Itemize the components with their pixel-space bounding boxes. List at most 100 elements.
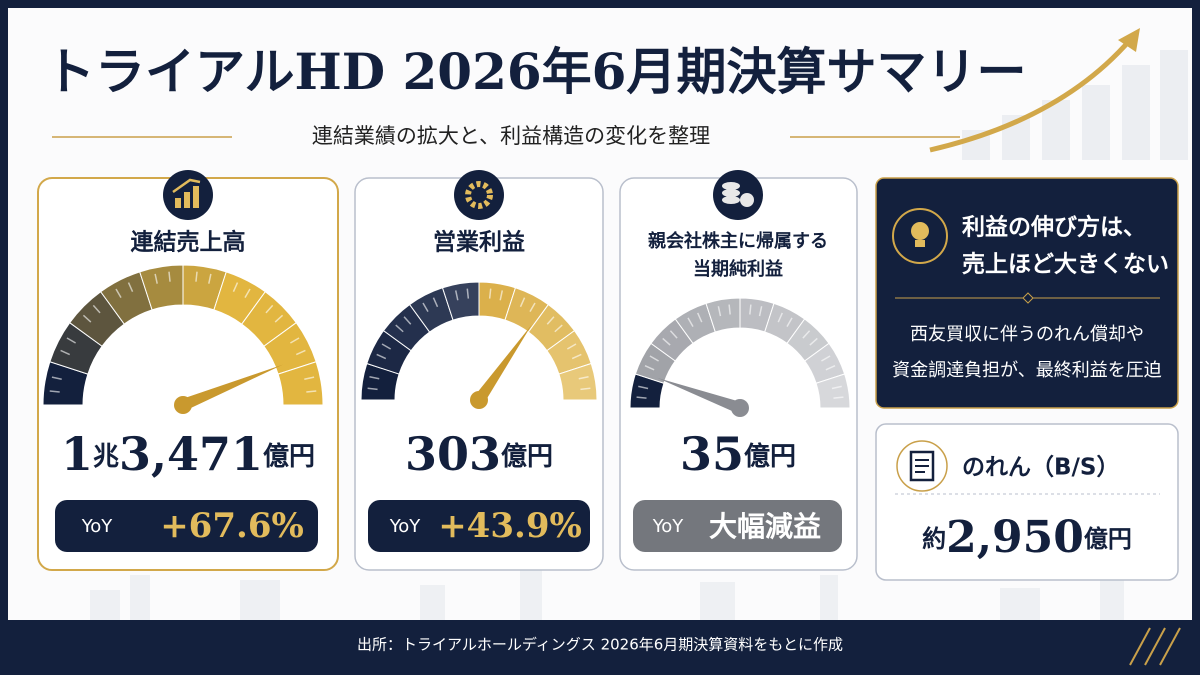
card-value: 35億円 xyxy=(680,427,796,481)
gauge-tick xyxy=(638,385,649,390)
gauge-tick xyxy=(232,282,239,293)
gauge-tick xyxy=(115,288,122,298)
gauge-tick xyxy=(578,375,589,380)
gauge-tick xyxy=(466,288,470,299)
gauge-tick xyxy=(432,297,439,308)
gauge-tick xyxy=(687,317,694,327)
gauge-tick xyxy=(208,273,212,284)
gauge-tick xyxy=(60,349,71,356)
gauge-tick xyxy=(304,376,315,380)
gauge-tick xyxy=(51,376,62,380)
yoy-value: +43.9% xyxy=(438,506,582,546)
gauge-tick xyxy=(831,385,842,390)
gauge-tick xyxy=(571,353,582,360)
gauge-tick xyxy=(758,306,763,317)
gauge-tick xyxy=(580,387,591,391)
gauge-tick xyxy=(809,337,818,346)
gauge-tick xyxy=(833,396,844,399)
card-icon xyxy=(163,170,763,220)
gauge-tick xyxy=(802,330,811,339)
value-prefix: 約 xyxy=(922,524,946,553)
gauge-tick xyxy=(306,390,317,393)
card-label: 親会社株主に帰属する xyxy=(648,230,828,252)
gauge-tick xyxy=(154,273,158,284)
value-number: 303 xyxy=(405,427,501,481)
footer-source: 出所：トライアルホールディングス 2026年6月期決算資料をもとに作成 xyxy=(357,636,843,654)
gauge-tick xyxy=(825,365,836,371)
gauge-tick xyxy=(566,343,577,350)
gauge-tick xyxy=(777,312,783,323)
yoy-label: YoY xyxy=(652,516,685,537)
gauge-tick xyxy=(422,302,429,313)
goodwill-box xyxy=(875,423,1179,581)
gauge-hub xyxy=(470,391,488,409)
gauge-hub xyxy=(174,396,192,414)
gauge-tick xyxy=(376,353,387,360)
gauge-tick xyxy=(381,343,392,350)
gauge-tick xyxy=(499,290,504,301)
yoy-label: YoY xyxy=(81,516,114,537)
yoy-pill xyxy=(368,500,590,552)
gauge-tick xyxy=(662,337,671,346)
gauge-tick xyxy=(369,375,380,380)
insight-panel xyxy=(875,177,1179,409)
gauge-tick xyxy=(488,288,492,299)
card-label: 営業利益 xyxy=(433,229,525,256)
value-number: 3,471 xyxy=(119,427,263,481)
gauge-tick xyxy=(82,314,92,323)
gauge-tick xyxy=(669,330,678,339)
yoy-value: 大幅減益 xyxy=(709,510,821,543)
goodwill-label: のれん（B/S） xyxy=(962,454,1120,481)
value-number: 1 xyxy=(61,427,93,481)
card-label: 連結売上高 xyxy=(131,229,246,256)
card-value: 1兆3,471億円 xyxy=(61,427,315,481)
gauge-tick xyxy=(127,282,134,293)
gauge-tick xyxy=(454,290,459,301)
gauge-tick xyxy=(554,324,563,333)
footer-stripes xyxy=(1129,627,1181,666)
document-icon xyxy=(896,440,948,492)
value-unit: 億円 xyxy=(263,442,315,472)
gauge-tick xyxy=(195,271,198,282)
value-unit: 億円 xyxy=(1084,524,1132,553)
gauge-tick xyxy=(403,316,412,325)
gauge-tick xyxy=(697,312,703,323)
gauge-tick xyxy=(749,304,752,315)
gauge-tick xyxy=(49,390,60,393)
insight-body: 西友買収に伴うのれん償却や xyxy=(910,324,1144,345)
gauge-segment xyxy=(558,362,598,401)
bulb-icon xyxy=(892,208,948,264)
divider-diamond xyxy=(1022,292,1034,304)
skyline xyxy=(90,570,1124,620)
gauge-tick xyxy=(92,304,101,314)
gauge-segment xyxy=(277,361,324,406)
subtitle: 連結業績の拡大と、利益構造の変化を整理 xyxy=(312,124,710,148)
gauge-tick xyxy=(728,304,731,315)
title: トライアルHD 2026年6月期決算サマリー xyxy=(45,42,1026,101)
card-value: 303億円 xyxy=(405,427,553,481)
gauge-tick xyxy=(265,304,274,314)
gauge-tick xyxy=(295,349,306,356)
gauge-tick xyxy=(367,387,378,391)
yoy-label: YoY xyxy=(389,516,422,537)
gauge-tick xyxy=(529,302,536,313)
gauge-needle xyxy=(180,364,284,411)
gauge-tick xyxy=(644,365,655,371)
value-number: 35 xyxy=(680,427,744,481)
value-number: 2,950 xyxy=(946,512,1084,563)
gauge-needle xyxy=(657,377,743,414)
gauge-tick xyxy=(244,288,251,298)
gauge-tick xyxy=(717,306,722,317)
value-unit: 億円 xyxy=(501,442,553,472)
gauge-tick xyxy=(519,297,526,308)
gauge-tick xyxy=(649,355,659,362)
gauge-tick xyxy=(546,316,555,325)
yoy-pill xyxy=(55,500,318,552)
gauge-hub xyxy=(731,399,749,417)
yoy-pill xyxy=(633,500,842,552)
gauge-tick xyxy=(636,396,647,399)
card-label: 当期純利益 xyxy=(693,258,783,280)
gauge-tick xyxy=(821,355,831,362)
goodwill-value: 約2,950億円 xyxy=(922,512,1132,563)
gauge-segment xyxy=(815,373,851,409)
